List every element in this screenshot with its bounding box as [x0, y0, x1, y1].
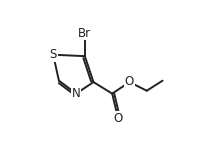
Text: N: N [72, 87, 81, 100]
Text: S: S [50, 48, 57, 61]
Text: O: O [113, 112, 123, 125]
Text: O: O [125, 75, 134, 88]
Text: Br: Br [78, 27, 91, 40]
